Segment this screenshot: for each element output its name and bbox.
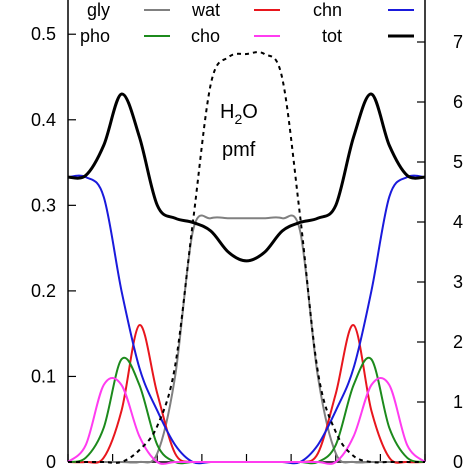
right-tick-label: 4 xyxy=(453,212,463,232)
legend-label-tot: tot xyxy=(322,26,342,46)
left-tick-label: 0 xyxy=(46,452,56,472)
legend-label-chn: chn xyxy=(313,0,342,20)
series-line-wat xyxy=(67,324,426,464)
series-line-gly xyxy=(68,214,425,464)
legend: gly wat chn pho cho tot xyxy=(80,0,414,46)
left-tick-label: 0.4 xyxy=(31,110,56,130)
legend-label-gly: gly xyxy=(87,0,110,20)
left-y-ticks: 0 0.1 0.2 0.3 0.4 0.5 xyxy=(31,24,76,472)
right-tick-label: 7 xyxy=(453,32,463,52)
annotation-pmf: pmf xyxy=(222,139,256,161)
right-tick-label: 1 xyxy=(453,392,463,412)
x-ticks xyxy=(67,454,426,462)
series-line-cho xyxy=(67,377,426,465)
right-y-ticks: 0 1 2 3 4 5 6 7 xyxy=(417,32,463,472)
series-line-pmf xyxy=(68,51,425,464)
right-tick-label: 5 xyxy=(453,152,463,172)
right-tick-label: 6 xyxy=(453,92,463,112)
legend-label-pho: pho xyxy=(80,26,110,46)
left-tick-label: 0.2 xyxy=(31,281,56,301)
series-line-tot xyxy=(67,92,426,263)
annotation-h2o: H2O xyxy=(220,101,258,127)
left-tick-label: 0.3 xyxy=(31,195,56,215)
right-tick-label: 0 xyxy=(453,452,463,472)
right-tick-label: 2 xyxy=(453,332,463,352)
left-tick-label: 0.1 xyxy=(31,366,56,386)
plot-frame xyxy=(67,0,426,463)
legend-label-cho: cho xyxy=(191,26,220,46)
left-tick-label: 0.5 xyxy=(31,24,56,44)
right-tick-label: 3 xyxy=(453,272,463,292)
series-layer xyxy=(67,51,426,465)
legend-label-wat: wat xyxy=(191,0,220,20)
